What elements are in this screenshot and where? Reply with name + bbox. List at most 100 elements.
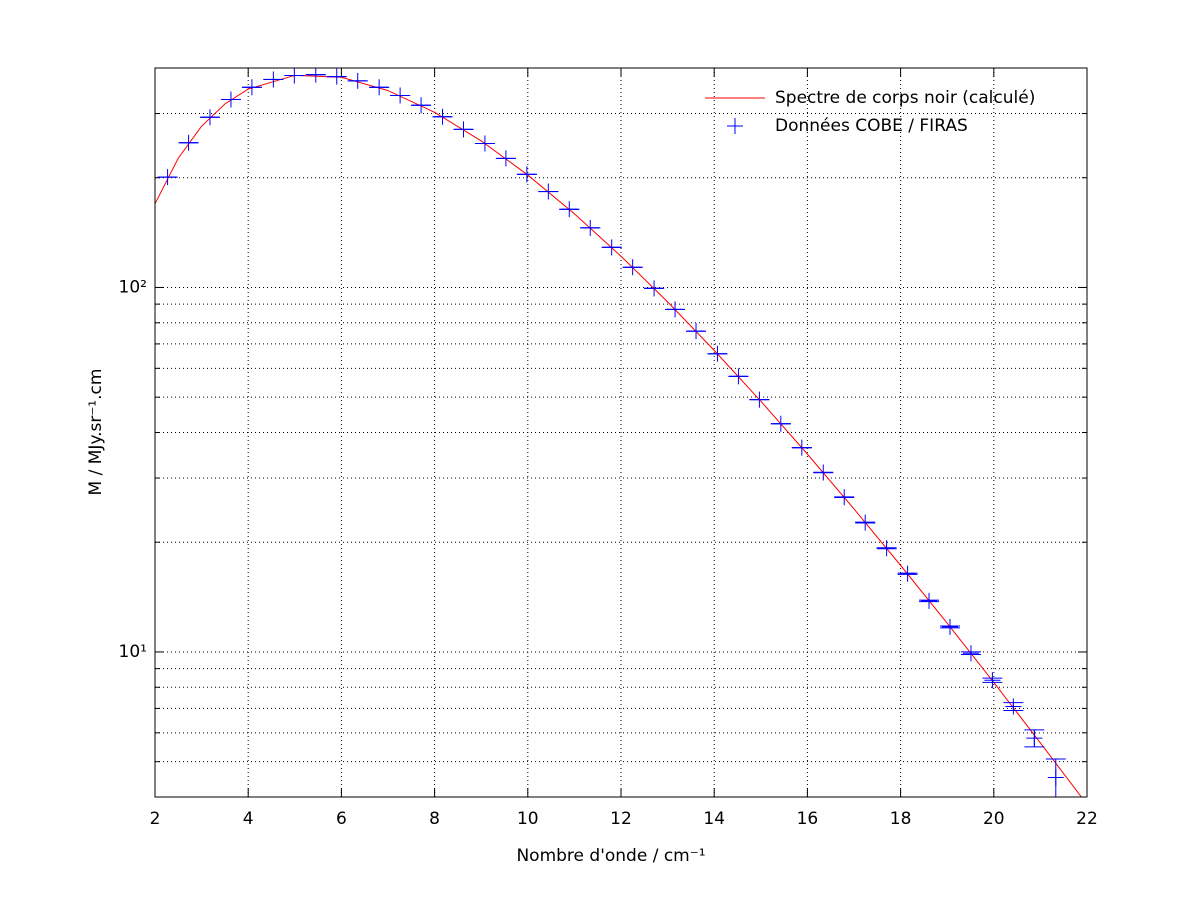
marker	[371, 79, 388, 96]
marker	[180, 134, 197, 151]
legend-label: Spectre de corps noir (calculé)	[775, 88, 1035, 108]
data-point	[1024, 729, 1045, 748]
marker	[159, 169, 176, 186]
data-point	[707, 345, 728, 362]
marker	[455, 121, 472, 138]
marker	[434, 108, 451, 125]
marker	[857, 514, 874, 531]
marker	[1026, 730, 1043, 747]
marker	[582, 219, 599, 236]
marker	[962, 645, 979, 662]
x-tick-label: 12	[610, 809, 632, 829]
legend-marker	[727, 118, 743, 134]
data-point	[178, 134, 199, 151]
x-tick-label: 22	[1076, 809, 1098, 829]
legend-label: Données COBE / FIRAS	[775, 116, 968, 136]
data-point	[538, 183, 559, 200]
data-point	[157, 169, 178, 186]
marker	[392, 87, 409, 104]
data-point	[220, 91, 241, 108]
marker	[476, 135, 493, 152]
data-point	[939, 618, 960, 635]
data-point	[1003, 698, 1024, 715]
x-tick-label: 18	[890, 809, 912, 829]
plot-area	[155, 68, 1083, 797]
data-point	[897, 565, 918, 582]
data-point	[876, 540, 897, 557]
marker	[201, 109, 218, 126]
marker	[709, 345, 726, 362]
data-point	[305, 68, 326, 83]
data-point	[241, 79, 262, 96]
plot-frame	[154, 67, 1088, 798]
marker	[540, 183, 557, 200]
y-tick-label: 10²	[119, 277, 147, 297]
data-point	[855, 514, 876, 531]
data-point	[199, 109, 220, 126]
data-point	[369, 79, 390, 96]
data-point	[665, 301, 686, 318]
data-point	[813, 464, 834, 481]
curve	[155, 74, 1083, 797]
data-point	[982, 672, 1003, 689]
x-tick-label: 6	[336, 809, 347, 829]
marker	[307, 68, 324, 83]
data-point	[559, 201, 580, 218]
marker	[772, 415, 789, 432]
data-point	[411, 97, 432, 114]
marker	[243, 79, 260, 96]
data-point	[749, 391, 770, 408]
marker	[793, 439, 810, 456]
data-point	[834, 489, 855, 506]
marker	[1005, 698, 1022, 715]
marker	[751, 391, 768, 408]
x-tick-label: 8	[429, 809, 440, 829]
marker	[349, 72, 366, 89]
data-point	[686, 323, 707, 340]
data-point	[919, 592, 940, 609]
marker	[688, 323, 705, 340]
y-tick-label: 10¹	[119, 642, 147, 662]
marker	[222, 91, 239, 108]
marker	[667, 301, 684, 318]
x-tick-label: 20	[983, 809, 1005, 829]
data-point	[263, 71, 284, 88]
marker	[836, 489, 853, 506]
marker	[265, 71, 282, 88]
x-tick-label: 16	[797, 809, 819, 829]
x-tick-label: 14	[703, 809, 725, 829]
data-point	[1045, 758, 1066, 797]
data-point	[960, 645, 981, 662]
data-point	[474, 135, 495, 152]
data-point	[284, 68, 305, 84]
marker	[624, 259, 641, 276]
data-point	[495, 150, 516, 167]
marker	[730, 368, 747, 385]
data-point	[347, 72, 368, 89]
marker	[497, 150, 514, 167]
data-point	[390, 87, 411, 104]
marker	[1047, 769, 1064, 786]
x-axis-label: Nombre d'onde / cm⁻¹	[516, 846, 705, 866]
marker	[561, 201, 578, 218]
data-point	[432, 108, 453, 125]
marker	[413, 97, 430, 114]
data-point	[580, 219, 601, 236]
marker	[899, 565, 916, 582]
data-point	[601, 239, 622, 256]
data-point	[791, 439, 812, 456]
data-point	[516, 166, 537, 183]
x-tick-label: 10	[517, 809, 539, 829]
marker	[518, 166, 535, 183]
data-point	[326, 68, 347, 85]
x-tick-label: 4	[243, 809, 254, 829]
marker	[328, 68, 345, 85]
x-tick-label: 2	[150, 809, 161, 829]
marker	[286, 68, 303, 84]
marker	[984, 672, 1001, 689]
marker	[646, 280, 663, 297]
marker	[941, 618, 958, 635]
data-point	[453, 121, 474, 138]
